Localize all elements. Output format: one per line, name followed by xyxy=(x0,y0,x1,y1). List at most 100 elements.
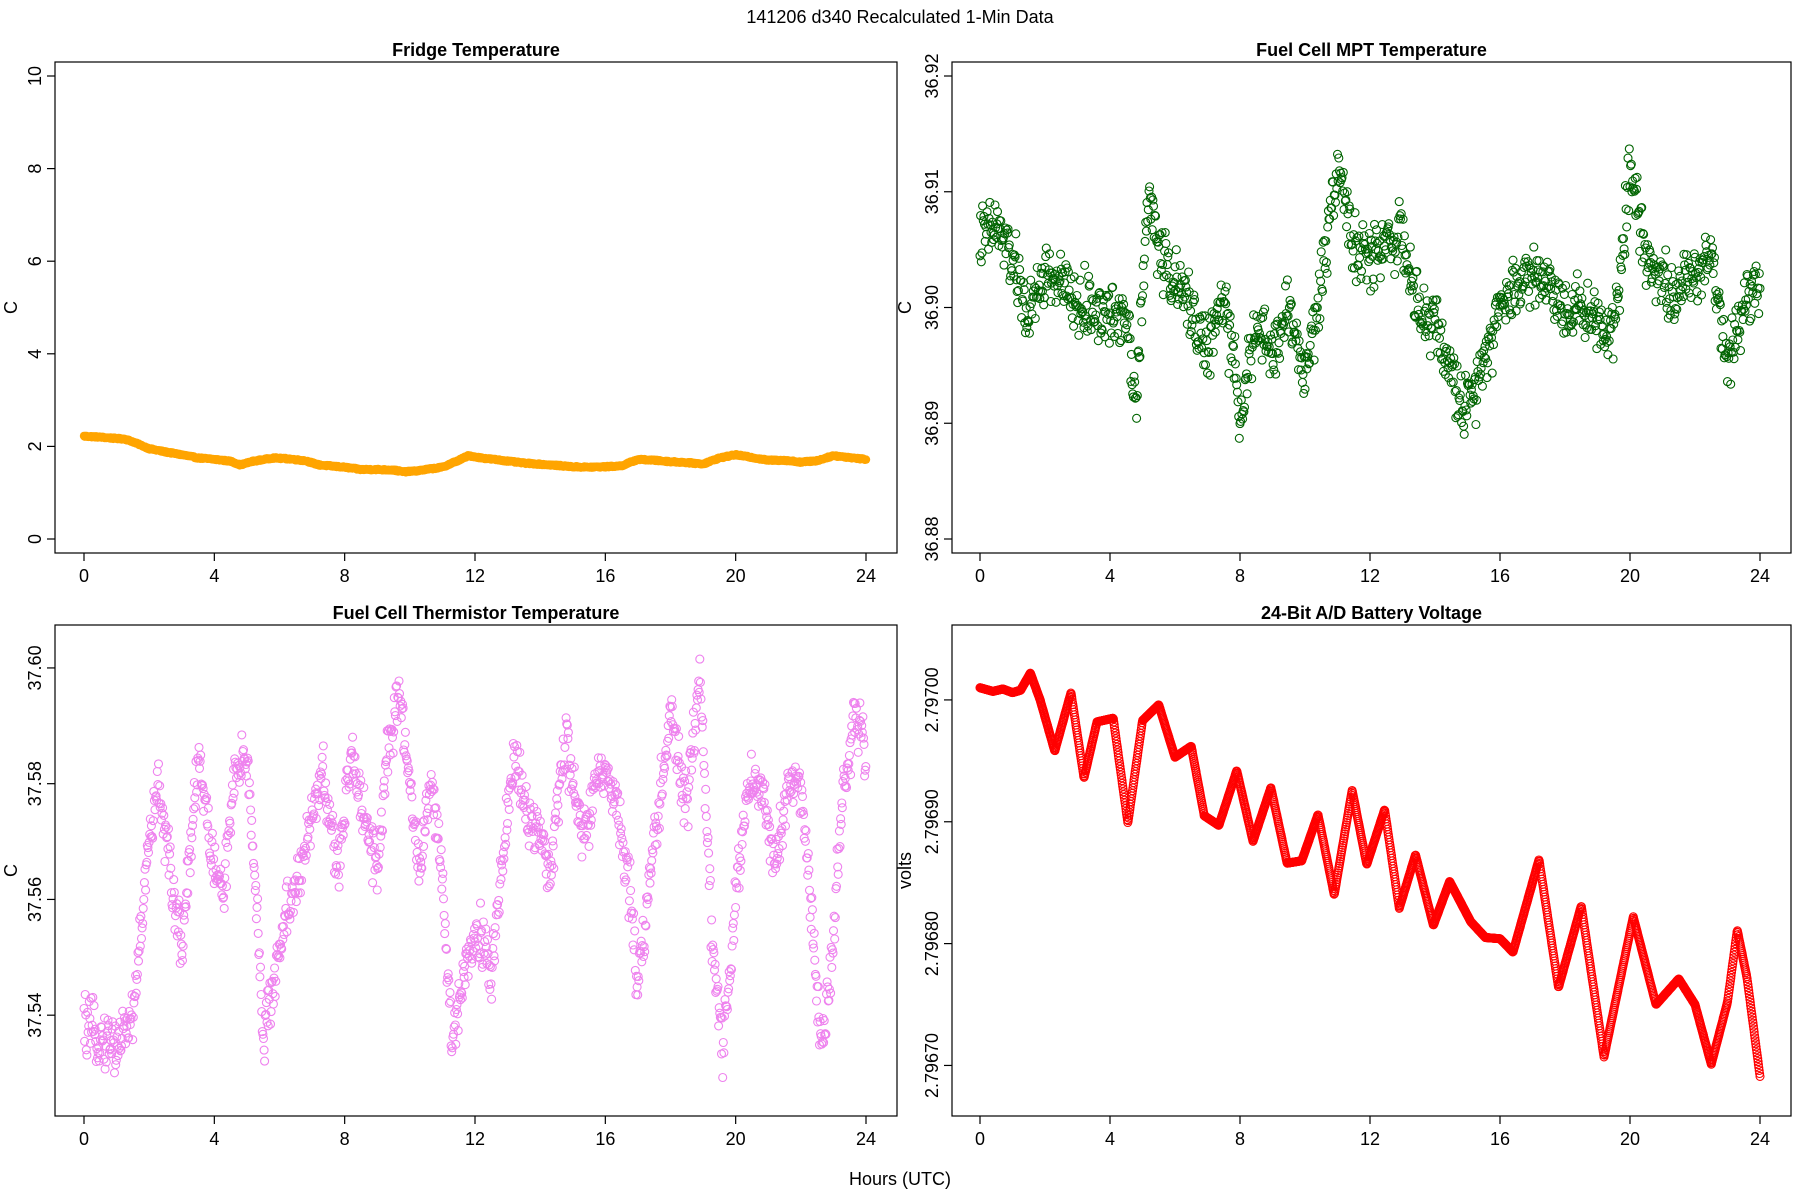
thermistor-data-point xyxy=(250,870,260,880)
thermistor-data-point xyxy=(432,810,442,820)
thermistor-data-point xyxy=(398,703,408,713)
thermistor-data-point xyxy=(137,923,147,933)
thermistor-data-point xyxy=(859,739,869,749)
thermistor-data-point xyxy=(567,763,577,773)
thermistor-data-point xyxy=(565,760,575,770)
thermistor-data-point xyxy=(420,827,430,837)
thermistor-data-point xyxy=(707,915,717,925)
mpt-data-point xyxy=(1599,329,1609,339)
mpt-data-point xyxy=(1608,354,1618,364)
thermistor-data-point xyxy=(161,822,171,832)
mpt-data-point xyxy=(1147,225,1157,235)
mpt-data-point xyxy=(1119,318,1129,328)
mpt-data-point xyxy=(1611,314,1621,324)
mpt-x-tick-label: 20 xyxy=(1620,566,1640,586)
thermistor-data-point xyxy=(582,830,592,840)
thermistor-y-axis-label: C xyxy=(1,864,21,877)
battery-y-tick-label: 2.79680 xyxy=(922,911,942,976)
thermistor-data-point xyxy=(717,1013,727,1023)
thermistor-data-point xyxy=(626,885,636,896)
thermistor-data-point xyxy=(243,756,253,766)
mpt-data-point xyxy=(1161,270,1172,280)
thermistor-data-point xyxy=(247,815,257,825)
mpt-data-point xyxy=(1215,298,1225,308)
thermistor-data-point xyxy=(563,734,573,744)
thermistor-data-point xyxy=(656,752,666,762)
mpt-data-point xyxy=(1533,272,1543,282)
mpt-data-point xyxy=(1693,267,1703,277)
mpt-data-point xyxy=(1017,313,1027,323)
thermistor-data-point xyxy=(726,964,737,975)
mpt-data-point xyxy=(1024,328,1034,338)
mpt-data-point xyxy=(1117,294,1127,304)
mpt-data-point xyxy=(1001,249,1011,259)
mpt-data-point xyxy=(1382,227,1392,238)
mpt-data-point xyxy=(1175,260,1185,270)
thermistor-data-point xyxy=(366,845,376,855)
thermistor-data-point xyxy=(711,974,721,984)
mpt-data-point xyxy=(1283,311,1293,321)
thermistor-data-point xyxy=(153,780,163,790)
thermistor-data-point xyxy=(275,939,286,949)
mpt-data-point xyxy=(996,216,1006,226)
thermistor-data-point xyxy=(642,899,652,909)
thermistor-data-point xyxy=(794,768,805,778)
mpt-data-point xyxy=(1145,193,1155,203)
mpt-data-point xyxy=(1228,340,1238,350)
thermistor-data-point xyxy=(419,841,429,851)
mpt-data-point xyxy=(1384,219,1394,229)
mpt-data-point xyxy=(1134,346,1144,356)
thermistor-data-point xyxy=(637,957,647,967)
thermistor-data-point xyxy=(811,996,822,1006)
thermistor-data-point xyxy=(735,865,745,875)
thermistor-data-point xyxy=(318,741,328,751)
thermistor-data-point xyxy=(480,937,490,947)
battery-data-point xyxy=(1111,731,1121,741)
thermistor-data-point xyxy=(641,921,651,931)
mpt-data-point xyxy=(1157,228,1167,238)
mpt-data-point xyxy=(1247,374,1257,384)
thermistor-data-point xyxy=(689,746,700,756)
thermistor-data-point xyxy=(646,868,656,878)
mpt-data-point xyxy=(1174,294,1184,304)
thermistor-data-point xyxy=(313,789,323,799)
mpt-data-point xyxy=(1429,304,1439,314)
mpt-data-point xyxy=(1358,220,1368,230)
fridge-y-tick-label: 10 xyxy=(25,66,45,86)
thermistor-data-point xyxy=(183,888,193,898)
mpt-data-point xyxy=(1624,144,1634,154)
fridge-x-tick-label: 8 xyxy=(340,566,350,586)
mpt-data-point xyxy=(1126,349,1136,359)
thermistor-data-point xyxy=(504,804,514,814)
thermistor-data-point xyxy=(521,782,531,792)
mpt-data-point xyxy=(976,257,986,267)
thermistor-data-point xyxy=(667,701,677,712)
thermistor-data-point xyxy=(800,825,810,835)
mpt-data-point xyxy=(1691,273,1701,283)
mpt-data-point xyxy=(1026,298,1036,309)
thermistor-data-point xyxy=(716,1012,726,1022)
mpt-data-point xyxy=(1033,292,1043,302)
thermistor-data-point xyxy=(426,769,436,780)
thermistor-data-point xyxy=(441,944,452,954)
mpt-data-point xyxy=(1729,354,1739,364)
thermistor-data-point xyxy=(654,823,664,833)
mpt-data-point xyxy=(1091,310,1101,320)
fridge-y-tick-label: 0 xyxy=(25,534,45,544)
thermistor-data-point xyxy=(730,877,740,887)
mpt-data-point xyxy=(1141,226,1151,236)
thermistor-data-point xyxy=(573,798,583,808)
thermistor-data-point xyxy=(131,970,141,981)
thermistor-data-point xyxy=(616,824,626,834)
mpt-data-point xyxy=(1316,247,1326,257)
thermistor-x-tick-label: 4 xyxy=(209,1129,219,1149)
thermistor-data-point xyxy=(220,873,230,883)
thermistor-data-point xyxy=(498,866,508,876)
thermistor-data-point xyxy=(731,878,741,888)
mpt-data-point xyxy=(1568,327,1578,337)
mpt-data-point xyxy=(1585,306,1595,316)
mpt-data-point xyxy=(1561,327,1571,337)
mpt-data-point xyxy=(1550,314,1560,324)
mpt-data-point xyxy=(1568,317,1578,327)
mpt-data-point xyxy=(1623,153,1633,163)
